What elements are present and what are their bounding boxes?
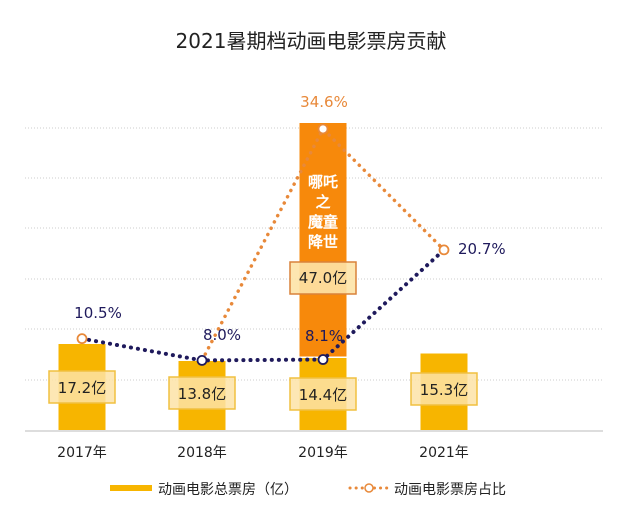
line-point-2017年 bbox=[76, 333, 88, 345]
bar-value-label: 13.8亿 bbox=[178, 385, 226, 403]
legend-bar-label: 动画电影总票房（亿） bbox=[158, 482, 298, 498]
bar-annotation-line: 降世 bbox=[308, 233, 338, 251]
bar-value-label-box bbox=[48, 370, 116, 404]
bar-value-label: 15.3亿 bbox=[420, 381, 468, 399]
chart-title: 2021暑期档动画电影票房贡献 bbox=[176, 29, 447, 53]
bar-value-label-box bbox=[168, 376, 236, 410]
legend: 动画电影总票房（亿） 动画电影票房占比 bbox=[110, 482, 506, 498]
bar-annotation-line: 哪吒 bbox=[308, 173, 338, 191]
legend-line-label: 动画电影票房占比 bbox=[394, 482, 506, 498]
bar-value-label: 17.2亿 bbox=[58, 379, 106, 397]
bar-value-label-box bbox=[289, 377, 357, 411]
percent-label: 10.5% bbox=[74, 304, 122, 322]
line-point-2018年 bbox=[196, 354, 208, 366]
line-point-peak bbox=[317, 123, 329, 135]
line-point-2021年 bbox=[438, 244, 450, 256]
line-share bbox=[80, 247, 446, 363]
stack-value-label-box bbox=[289, 261, 357, 295]
percent-label: 20.7% bbox=[458, 240, 506, 258]
percent-label: 8.0% bbox=[203, 326, 241, 344]
x-tick-label: 2018年 bbox=[177, 445, 227, 461]
stack-value-label: 47.0亿 bbox=[299, 269, 347, 287]
x-tick-label: 2017年 bbox=[57, 445, 107, 461]
bar-annotation-line: 魔童 bbox=[308, 213, 338, 231]
bar-value-label-box bbox=[410, 372, 478, 406]
bar-value-label: 14.4亿 bbox=[299, 386, 347, 404]
line-point-2019年 bbox=[317, 354, 329, 365]
legend-line-swatch bbox=[348, 483, 390, 493]
percent-label-peak: 34.6% bbox=[300, 93, 348, 111]
bar-stack-nezha bbox=[299, 123, 347, 357]
percent-label: 8.1% bbox=[305, 327, 343, 345]
x-tick-label: 2019年 bbox=[298, 445, 348, 461]
bar-annotation-line: 之 bbox=[315, 193, 330, 211]
legend-bar-swatch bbox=[110, 485, 152, 491]
x-tick-label: 2021年 bbox=[419, 445, 469, 461]
